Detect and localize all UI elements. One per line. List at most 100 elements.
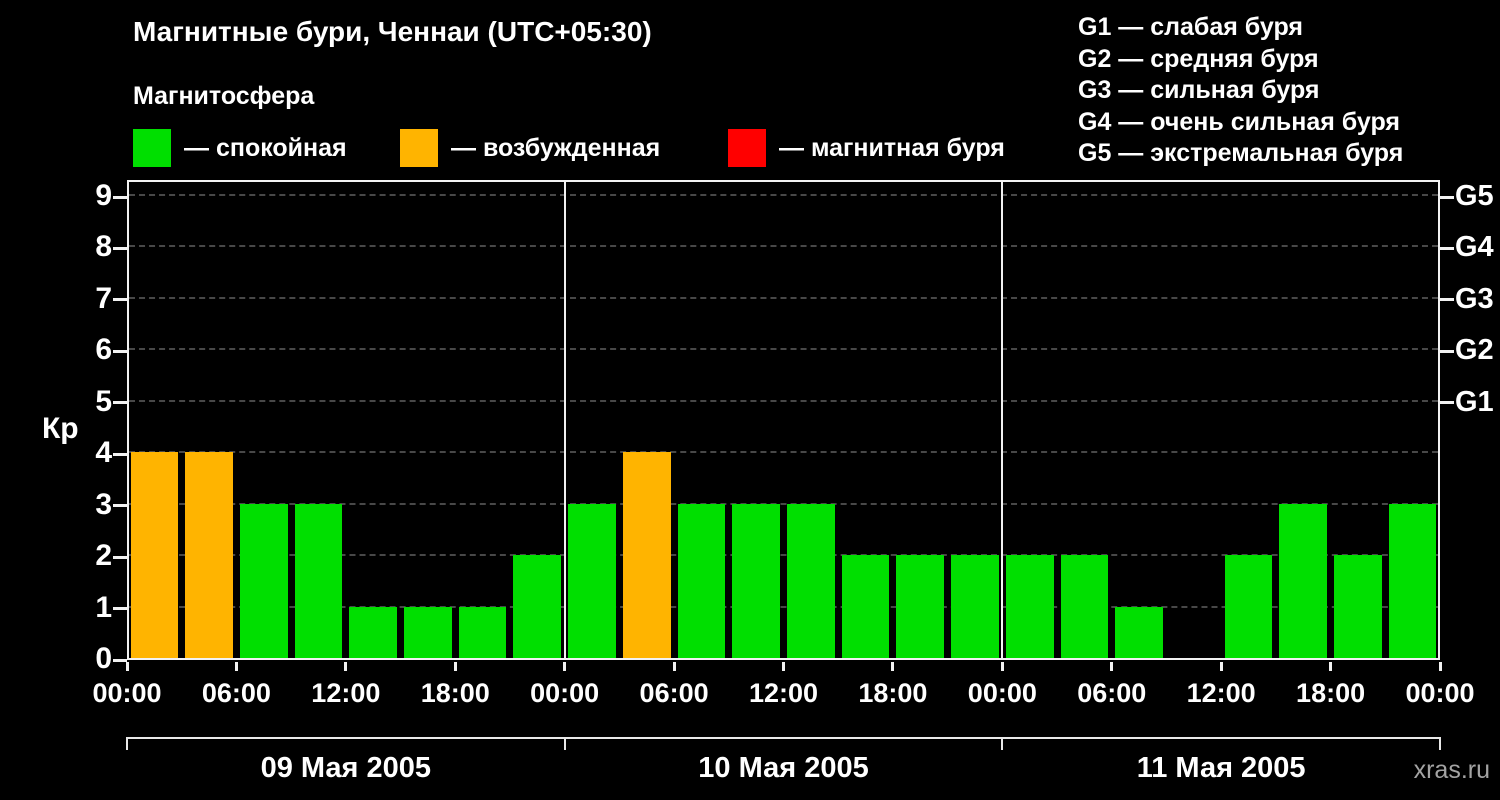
kp-bar xyxy=(568,503,616,658)
y-tick-label: 0 xyxy=(95,642,112,675)
kp-bar xyxy=(130,452,179,658)
kp-bar xyxy=(1005,555,1054,658)
kp-bar xyxy=(841,555,890,658)
legend-item-quiet: — спокойная xyxy=(133,129,347,167)
x-tick-mark xyxy=(1000,662,1004,671)
y-tick-mark xyxy=(113,401,127,405)
day-separator-line xyxy=(1001,182,1004,658)
y-tick-mark xyxy=(113,504,127,508)
y-tick-label: 2 xyxy=(95,539,112,573)
right-axis-label-g2: G2 xyxy=(1455,334,1494,367)
right-tick-mark xyxy=(1440,349,1454,353)
y-tick-mark xyxy=(113,452,127,456)
quiet-swatch-icon xyxy=(133,129,171,167)
kp-bar xyxy=(185,452,233,658)
legend-label: — возбужденная xyxy=(451,133,661,162)
gridline-kp-2 xyxy=(129,554,1438,557)
chart-title: Магнитные бури, Ченнаи (UTC+05:30) xyxy=(133,16,652,47)
legend-item-storm: — магнитная буря xyxy=(728,129,1005,167)
kp-bar xyxy=(1060,555,1109,658)
x-tick-mark xyxy=(234,662,238,671)
right-tick-mark xyxy=(1440,246,1454,250)
x-tick-label: 06:00 xyxy=(201,678,271,708)
right-axis-label-g5: G5 xyxy=(1455,180,1494,212)
kp-bar xyxy=(239,503,288,658)
kp-bar xyxy=(677,503,726,658)
date-label: 09 Мая 2005 xyxy=(260,752,432,784)
x-tick-label: 18:00 xyxy=(420,678,490,708)
x-tick-label: 12:00 xyxy=(748,678,819,708)
x-tick-mark xyxy=(1438,662,1442,671)
gridline-kp-3 xyxy=(129,502,1438,505)
day-bracket-tick xyxy=(563,737,566,750)
x-tick-label: 00:00 xyxy=(967,678,1037,708)
kp-bar xyxy=(787,503,835,658)
gridline-kp-9 xyxy=(129,194,1438,196)
right-axis-label-g3: G3 xyxy=(1455,282,1494,315)
x-tick-mark xyxy=(891,662,895,671)
x-tick-label: 06:00 xyxy=(639,678,709,708)
x-tick-label: 12:00 xyxy=(311,678,381,708)
x-tick-label: 18:00 xyxy=(1296,678,1366,708)
x-tick-mark xyxy=(782,662,785,671)
right-tick-mark xyxy=(1440,401,1454,405)
kp-bar xyxy=(513,555,562,658)
right-axis-label-g4: G4 xyxy=(1455,231,1494,264)
kp-bar xyxy=(349,606,398,658)
gridline-kp-1 xyxy=(129,605,1438,608)
y-tick-mark xyxy=(113,555,127,559)
kp-bar xyxy=(1115,606,1163,658)
right-axis-label-g1: G1 xyxy=(1455,385,1494,418)
x-tick-label: 00:00 xyxy=(92,678,162,708)
storm-scale-line-g3: G3 — сильная буря xyxy=(1078,76,1320,104)
y-tick-label: 7 xyxy=(95,281,112,315)
kp-bar xyxy=(732,503,780,658)
x-tick-label: 12:00 xyxy=(1186,678,1256,708)
right-tick-mark xyxy=(1440,195,1454,199)
day-bracket-line xyxy=(127,737,1440,739)
legend-label: — спокойная xyxy=(184,133,347,162)
kp-bar xyxy=(294,503,343,658)
watermark: xras.ru xyxy=(1413,756,1490,784)
storm-scale-line-g2: G2 — средняя буря xyxy=(1078,44,1319,73)
x-tick-mark xyxy=(563,662,567,671)
gridline-kp-5 xyxy=(129,399,1438,402)
kp-bar xyxy=(1279,503,1328,658)
x-tick-mark xyxy=(672,662,676,671)
legend-item-excited: — возбужденная xyxy=(400,129,660,167)
y-tick-label: 6 xyxy=(95,333,112,367)
kp-bar xyxy=(622,452,671,658)
y-tick-mark xyxy=(113,195,127,199)
x-tick-label: 18:00 xyxy=(858,678,928,708)
date-label: 11 Мая 2005 xyxy=(1136,752,1306,784)
kp-bar xyxy=(1388,503,1437,658)
y-tick-mark xyxy=(113,607,127,611)
x-tick-mark xyxy=(453,662,457,671)
day-separator-line xyxy=(563,182,566,658)
y-tick-label: 3 xyxy=(95,487,112,521)
excited-swatch-icon xyxy=(400,129,438,167)
x-tick-mark xyxy=(1110,662,1114,671)
plot-area xyxy=(127,180,1440,660)
x-tick-label: 06:00 xyxy=(1077,678,1147,708)
x-tick-mark xyxy=(125,662,129,671)
y-axis-title: Кр xyxy=(42,412,79,445)
date-label: 10 Мая 2005 xyxy=(698,752,869,784)
x-tick-label: 00:00 xyxy=(1405,678,1475,708)
storm-scale-line-g5: G5 — экстремальная буря xyxy=(1078,139,1404,167)
x-tick-mark xyxy=(1219,662,1223,671)
magnetosphere-label: Магнитосфера xyxy=(133,82,315,110)
storm-scale-line-g1: G1 — слабая буря xyxy=(1078,13,1304,41)
kp-bar xyxy=(896,555,945,658)
y-tick-mark xyxy=(113,246,127,250)
y-tick-label: 9 xyxy=(95,179,112,212)
kp-bar xyxy=(458,606,507,658)
y-tick-label: 4 xyxy=(95,436,112,470)
right-tick-mark xyxy=(1440,298,1454,302)
day-bracket-tick xyxy=(126,737,128,750)
gridline-kp-8 xyxy=(129,245,1438,248)
gridline-kp-6 xyxy=(129,348,1438,351)
y-tick-label: 5 xyxy=(95,384,112,418)
